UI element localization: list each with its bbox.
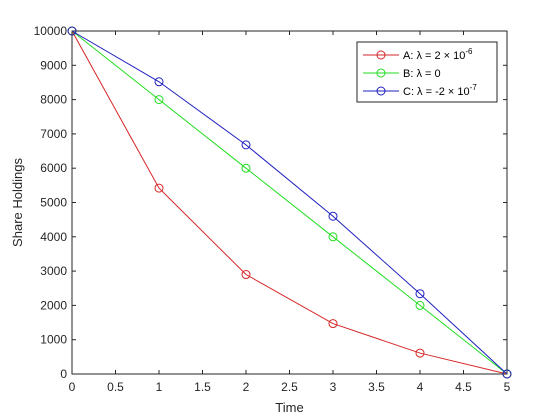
data-point (328, 319, 338, 329)
data-point (154, 95, 164, 105)
data-point (241, 140, 251, 150)
x-tick-label: 4.5 (455, 380, 472, 394)
legend-marker (376, 50, 386, 60)
y-tick-label: 1000 (40, 333, 67, 347)
x-tick-label: 3.5 (368, 380, 385, 394)
data-point (67, 26, 77, 36)
x-tick-label: 4 (417, 380, 424, 394)
y-tick-label: 9000 (40, 58, 67, 72)
y-tick-label: 4000 (40, 230, 67, 244)
series-line (71, 30, 508, 375)
data-point (328, 211, 338, 221)
y-tick-label: 6000 (40, 161, 67, 175)
axis-ticks: 0 0.5 1 1.5 2 2.5 3 3.5 4 4.5 5 0 1000 2000 3000 4000 50… (34, 24, 511, 394)
legend-label: A: λ = 2 × 10-6 (403, 47, 473, 62)
x-tick-label: 1.5 (194, 380, 211, 394)
x-tick-label: 0.5 (107, 380, 124, 394)
data-point (154, 183, 164, 193)
data-point (241, 163, 251, 173)
series-line (71, 30, 508, 375)
legend-label: B: λ = 0 (403, 68, 441, 80)
legend-label-main: C: λ = -2 × 10 (403, 86, 470, 98)
y-tick-label: 5000 (40, 196, 67, 210)
series-2 (67, 26, 512, 379)
data-point (328, 232, 338, 242)
y-tick-label: 0 (60, 367, 67, 381)
legend-item: B: λ = 0 (363, 68, 441, 80)
legend-box (356, 41, 498, 103)
legend-label: C: λ = -2 × 10-7 (403, 83, 477, 98)
y-tick-label: 7000 (40, 127, 67, 141)
y-axis-label: Share Holdings (10, 158, 25, 247)
data-point (415, 348, 425, 358)
legend-marker (376, 86, 386, 96)
y-tick-label: 10000 (34, 24, 68, 38)
x-tick-label: 2 (243, 380, 250, 394)
y-tick-label: 3000 (40, 264, 67, 278)
legend-label-exponent: -6 (465, 47, 473, 56)
legend-marker (376, 68, 386, 78)
data-point (415, 289, 425, 299)
legend-label-main: A: λ = 2 × 10 (403, 50, 465, 62)
x-tick-label: 5 (504, 380, 511, 394)
series-line (71, 30, 508, 375)
legend-item: C: λ = -2 × 10-7 (363, 83, 477, 98)
x-axis-label: Time (275, 400, 303, 415)
series-group (67, 26, 512, 379)
y-tick-label: 8000 (40, 93, 67, 107)
legend-item: A: λ = 2 × 10-6 (363, 47, 473, 62)
x-tick-label: 1 (156, 380, 163, 394)
data-point (154, 77, 164, 87)
legend: A: λ = 2 × 10-6 B: λ = 0 C: λ = -2 × 10-7 (356, 41, 498, 103)
data-point (241, 270, 251, 280)
legend-label-main: B: λ = 0 (403, 68, 441, 80)
x-tick-label: 2.5 (281, 380, 298, 394)
x-tick-label: 0 (69, 380, 76, 394)
data-point (502, 369, 512, 379)
data-point (415, 300, 425, 310)
x-tick-label: 3 (330, 380, 337, 394)
y-tick-label: 2000 (40, 298, 67, 312)
legend-label-exponent: -7 (470, 83, 478, 92)
